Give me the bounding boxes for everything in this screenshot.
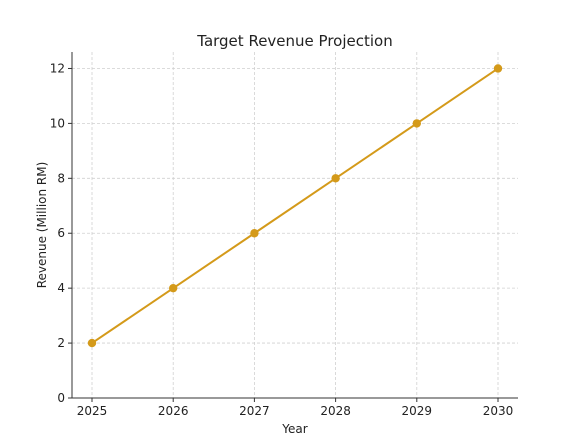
series-layer [87, 64, 503, 348]
y-tick-label-4: 4 [57, 281, 65, 295]
y-ticks: 0 2 4 6 8 10 12 [50, 61, 72, 405]
y-tick-label-10: 10 [50, 116, 65, 130]
x-tick-label-2029: 2029 [402, 404, 433, 418]
data-point-2026 [169, 283, 178, 293]
y-tick-label-0: 0 [57, 391, 65, 405]
grid [72, 52, 518, 399]
data-point-2025 [87, 338, 97, 348]
x-ticks: 2025 2026 2027 2028 2029 2030 [77, 398, 514, 418]
x-tick-label-2026: 2026 [158, 404, 189, 418]
y-tick-label-8: 8 [57, 171, 65, 185]
x-tick-label-2030: 2030 [483, 404, 514, 418]
y-tick-label-6: 6 [57, 226, 65, 240]
data-point-2027 [250, 229, 259, 238]
x-tick-label-2028: 2028 [320, 404, 351, 418]
data-point-2028 [331, 174, 340, 183]
x-axis-label: Year [281, 422, 307, 436]
axes [71, 52, 518, 399]
x-tick-label-2025: 2025 [77, 404, 108, 418]
series-line-0 [91, 67, 499, 344]
y-tick-label-12: 12 [50, 61, 65, 75]
y-tick-label-2: 2 [57, 336, 65, 350]
data-point-2029 [412, 119, 421, 128]
data-point-2030 [493, 64, 503, 73]
x-tick-label-2027: 2027 [239, 404, 270, 418]
chart-title: Target Revenue Projection [196, 32, 392, 50]
y-axis-label: Revenue (Million RM) [35, 162, 49, 289]
